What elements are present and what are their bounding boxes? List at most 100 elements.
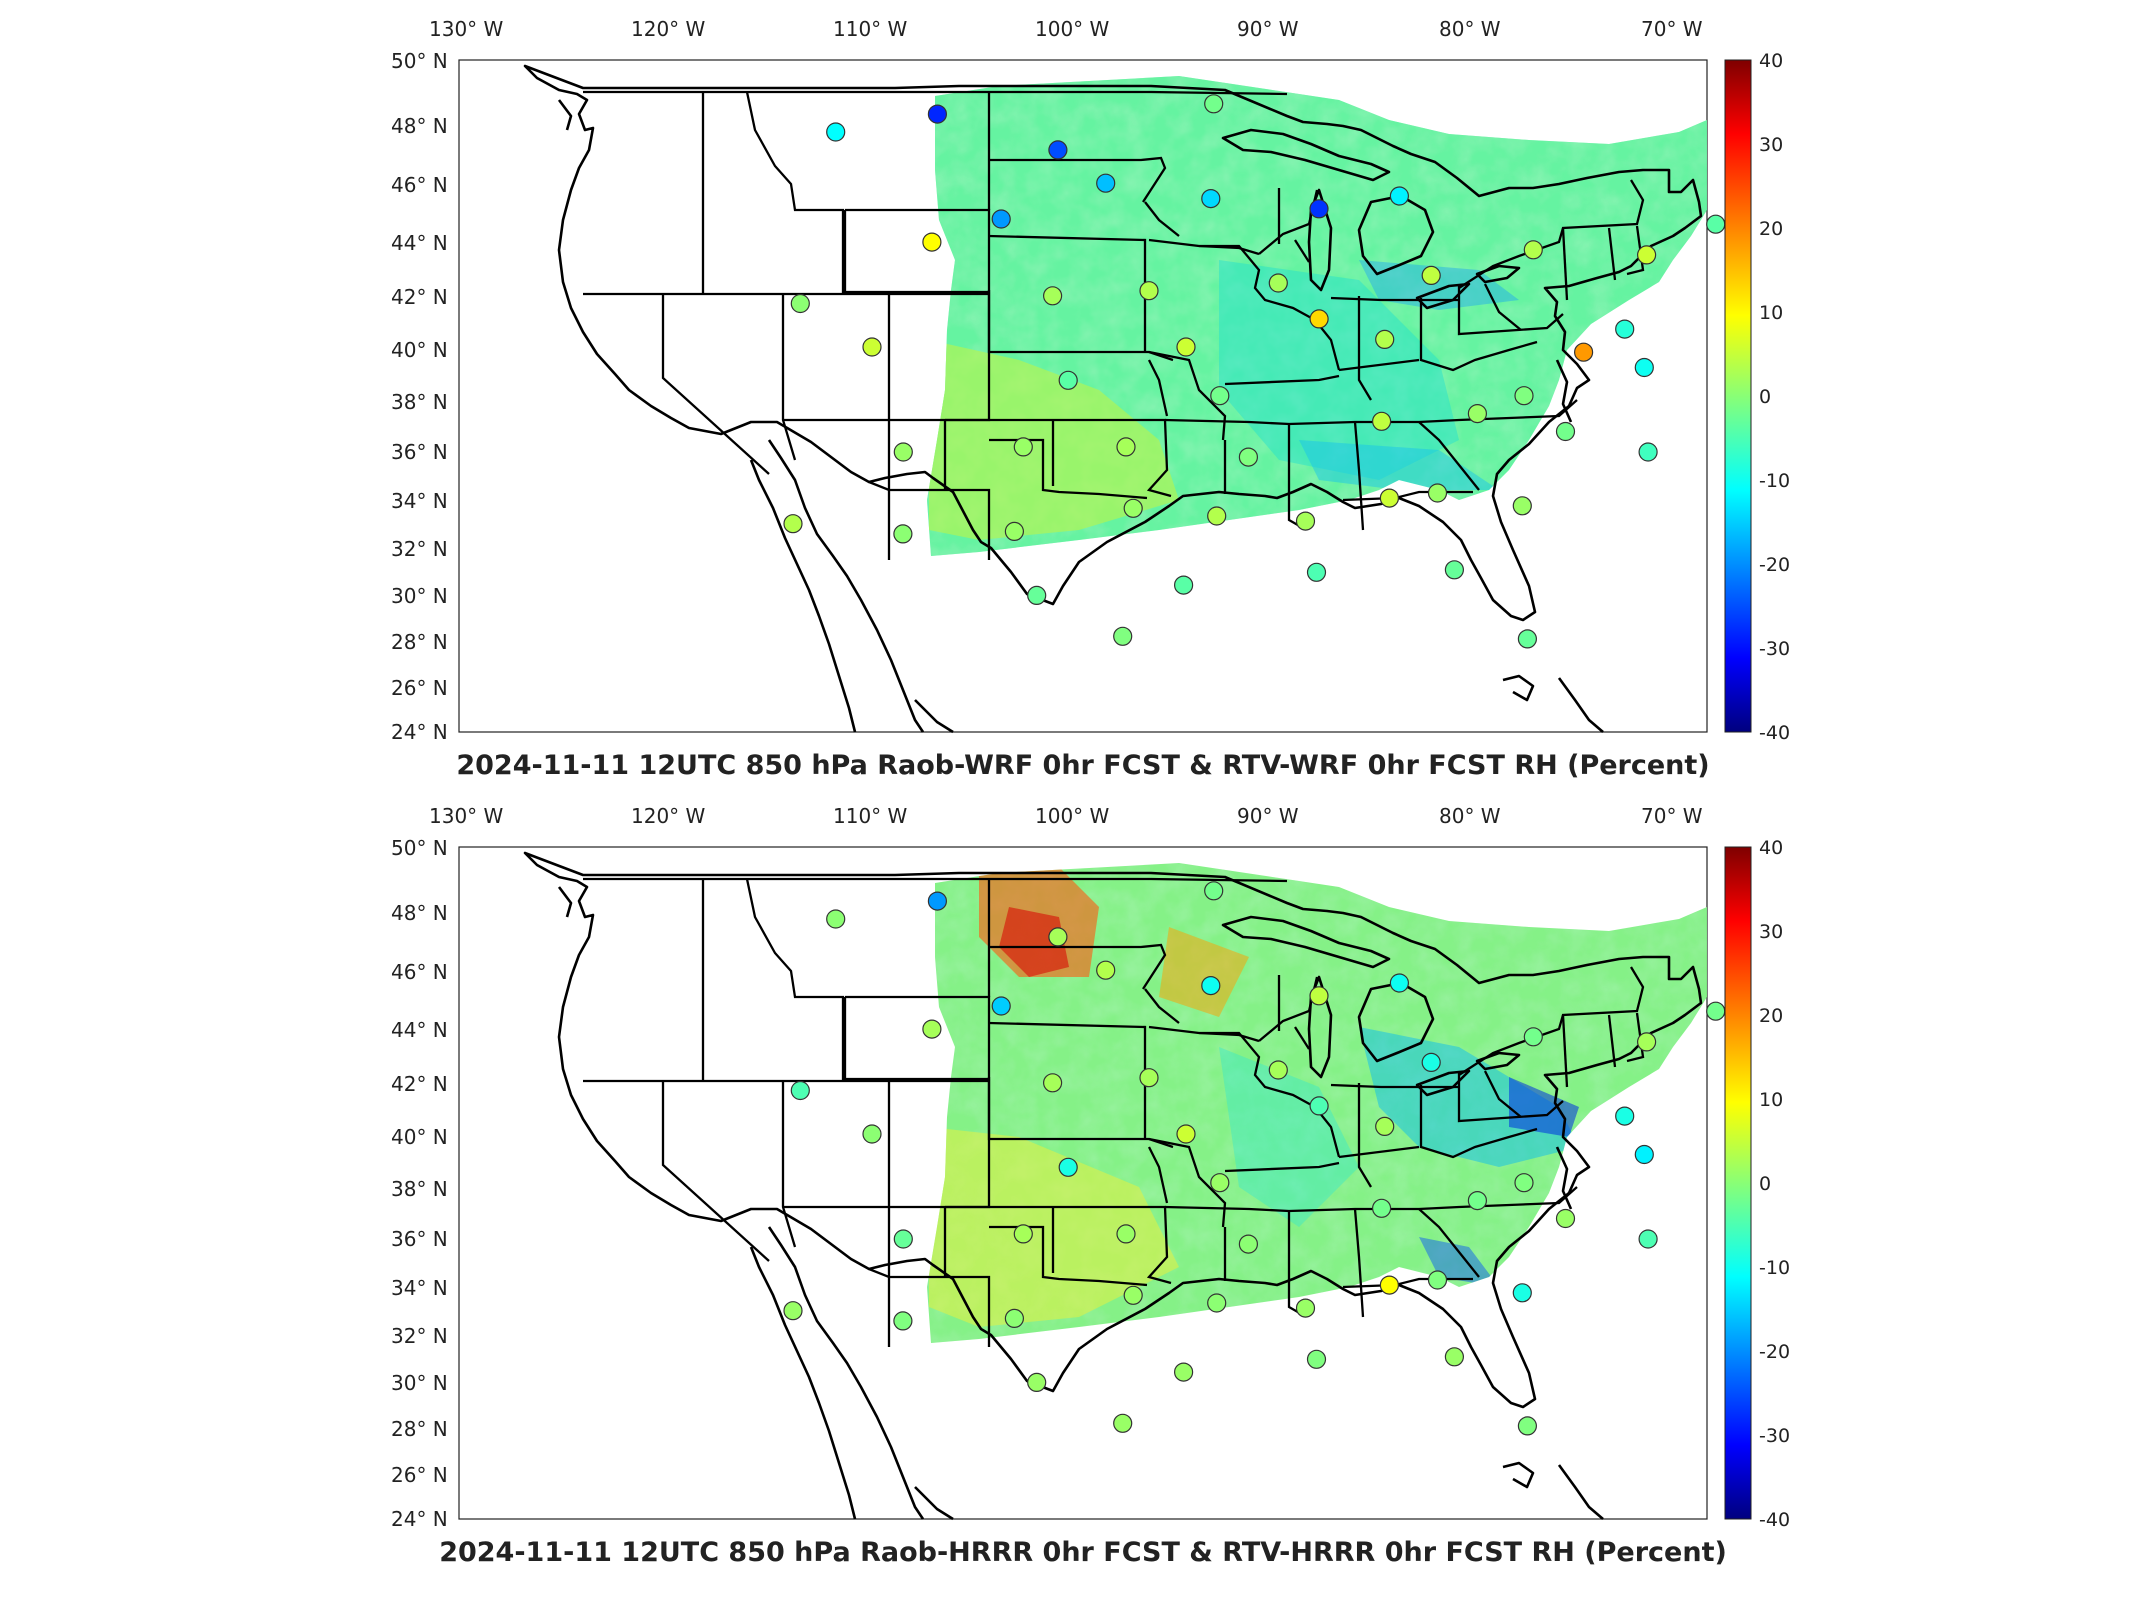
- raob-station-marker: [1512, 1283, 1532, 1303]
- colorbar: [1724, 846, 1752, 1520]
- raob-station-marker: [790, 1080, 810, 1101]
- lat-tick: 34° N: [391, 1276, 448, 1300]
- raob-station-marker: [1512, 496, 1532, 516]
- raob-station-marker: [1004, 1308, 1025, 1328]
- lat-tick: 30° N: [391, 1371, 448, 1395]
- lat-tick: 32° N: [391, 1324, 448, 1348]
- raob-station-marker: [1514, 386, 1534, 406]
- lon-tick: 100° W: [1035, 17, 1110, 41]
- raob-station-marker: [1638, 442, 1658, 462]
- raob-station-marker: [1375, 1116, 1395, 1136]
- raob-station-marker: [1204, 94, 1224, 114]
- raob-station-marker: [1444, 560, 1465, 580]
- lat-tick: 24° N: [391, 1507, 448, 1531]
- lat-tick: 36° N: [391, 440, 448, 464]
- colorbar-tick: -40: [1759, 722, 1790, 744]
- raob-station-marker: [1210, 1173, 1230, 1193]
- raob-station-marker: [1116, 437, 1136, 457]
- raob-station-marker: [1375, 329, 1395, 349]
- lat-tick: 40° N: [391, 338, 448, 362]
- raob-station-marker: [1309, 986, 1329, 1006]
- raob-station-marker: [1371, 1198, 1392, 1218]
- lon-tick: 80° W: [1439, 17, 1501, 41]
- lat-tick: 26° N: [391, 676, 448, 700]
- raob-station-marker: [1309, 309, 1329, 329]
- raob-station-marker: [783, 1301, 803, 1321]
- lon-tick: 70° W: [1641, 17, 1703, 41]
- colorbar-tick: -10: [1759, 470, 1790, 492]
- raob-station-marker: [1204, 881, 1224, 901]
- raob-station-marker: [1123, 1285, 1143, 1305]
- raob-station-marker: [922, 1019, 942, 1039]
- panel-title: 2024-11-11 12UTC 850 hPa Raob-HRRR 0hr F…: [439, 1537, 1727, 1568]
- colorbar-tick: 0: [1759, 1173, 1771, 1195]
- colorbar-tick: -30: [1759, 1425, 1790, 1447]
- colorbar-tick: 0: [1759, 386, 1771, 408]
- raob-station-marker: [1379, 1275, 1400, 1295]
- raob-station-marker: [1173, 575, 1194, 595]
- raob-station-marker: [862, 337, 882, 357]
- lat-tick: 30° N: [391, 584, 448, 608]
- raob-station-marker: [1615, 1106, 1635, 1126]
- lat-tick: 50° N: [391, 836, 448, 860]
- raob-station-marker: [1636, 245, 1657, 265]
- lat-tick: 44° N: [391, 231, 448, 255]
- lat-tick: 36° N: [391, 1227, 448, 1251]
- raob-station-marker: [1371, 411, 1392, 431]
- lat-tick: 32° N: [391, 537, 448, 561]
- raob-station-marker: [1523, 240, 1543, 260]
- raob-station-marker: [927, 104, 947, 124]
- raob-station-marker: [991, 996, 1011, 1016]
- lat-tick: 26° N: [391, 1463, 448, 1487]
- lon-tick: 90° W: [1237, 804, 1299, 828]
- lon-tick: 90° W: [1237, 17, 1299, 41]
- raob-station-marker: [1210, 386, 1230, 406]
- raob-station-marker: [1042, 1073, 1063, 1093]
- colorbar-tick: 10: [1759, 1089, 1783, 1111]
- colorbar-tick: 10: [1759, 302, 1783, 324]
- colorbar-tick: 40: [1759, 837, 1783, 859]
- raob-station-marker: [1096, 173, 1116, 193]
- raob-station-marker: [1123, 498, 1143, 518]
- lon-tick: 110° W: [833, 804, 908, 828]
- raob-station-marker: [1176, 337, 1196, 357]
- raob-station-marker: [1113, 626, 1133, 646]
- lat-tick: 46° N: [391, 173, 448, 197]
- raob-station-marker: [862, 1124, 882, 1144]
- colorbar-ticks: 40 30 20 10 0 -10 -20 -30 -40: [1759, 837, 1790, 1531]
- raob-station-marker: [1238, 447, 1259, 467]
- lon-tick: 100° W: [1035, 804, 1110, 828]
- raob-station-marker: [1295, 511, 1316, 531]
- raob-station-marker: [1013, 1224, 1033, 1244]
- raob-station-marker: [1523, 1027, 1543, 1047]
- raob-station-marker: [1634, 1144, 1654, 1165]
- colorbar-tick: 20: [1759, 1005, 1783, 1027]
- raob-station-marker: [1058, 370, 1078, 390]
- raob-station-marker: [1421, 265, 1441, 285]
- raob-station-marker: [1636, 1032, 1657, 1052]
- raob-station-marker: [1268, 1060, 1288, 1080]
- panel-hrrr: 40 30 20 10 0 -10 -20 -30 -40 130° W 120…: [391, 804, 1790, 1568]
- raob-station-marker: [1176, 1124, 1196, 1144]
- raob-station-marker: [927, 891, 947, 911]
- station-markers: [783, 881, 1726, 1436]
- lon-tick: 120° W: [631, 804, 706, 828]
- panel-title: 2024-11-11 12UTC 850 hPa Raob-WRF 0hr FC…: [456, 750, 1709, 781]
- raob-station-marker: [783, 514, 803, 534]
- raob-station-marker: [893, 442, 913, 462]
- colorbar-tick: -30: [1759, 638, 1790, 660]
- raob-station-marker: [1467, 404, 1488, 424]
- raob-station-marker: [1048, 927, 1068, 947]
- raob-station-marker: [1309, 199, 1329, 219]
- lat-tick: 28° N: [391, 630, 448, 654]
- raob-station-marker: [1306, 562, 1327, 582]
- raob-station-marker: [1048, 140, 1068, 160]
- raob-station-marker: [893, 1229, 913, 1249]
- lon-tick: 130° W: [429, 17, 504, 41]
- raob-station-marker: [1027, 1372, 1047, 1393]
- raob-station-marker: [1201, 976, 1221, 996]
- lon-tick: 110° W: [833, 17, 908, 41]
- raob-station-marker: [1517, 1416, 1538, 1436]
- raob-station-marker: [1295, 1298, 1316, 1318]
- lat-tick: 48° N: [391, 114, 448, 138]
